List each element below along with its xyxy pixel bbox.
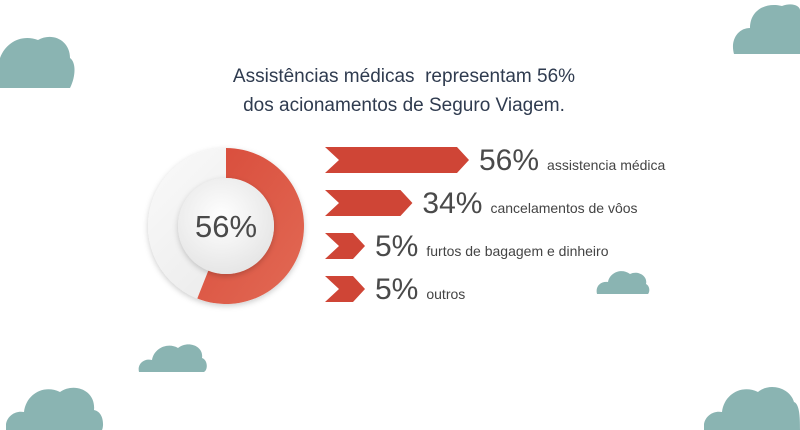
donut-center-disc	[178, 178, 274, 274]
cloud-mid-left	[138, 344, 207, 372]
bar-assistencia-medica	[325, 147, 469, 173]
title-line-1: Assistências médicas representam 56%	[232, 66, 576, 87]
bar-label-cancelamentos-de-voos: 34% cancelamentos de vôos	[422, 187, 637, 220]
cloud-small-right	[596, 271, 650, 294]
donut-value-arc	[197, 148, 304, 304]
cloud-bottom-right	[704, 387, 800, 430]
bar-category-label: assistencia médica	[547, 157, 665, 173]
title-line-2: dos acionamentos de Seguro Viagem.	[243, 95, 565, 116]
bar-furtos-de-bagagem-e-dinheiro	[325, 233, 365, 259]
bar-value-label: 34%	[422, 187, 482, 220]
bar-category-label: outros	[426, 286, 465, 302]
cloud-bottom-left	[6, 387, 103, 430]
bar-value-label: 5%	[375, 230, 418, 263]
donut-center-label: 56%	[195, 209, 257, 244]
cloud-top-right	[732, 4, 800, 54]
donut-chart: 56%	[148, 148, 304, 304]
bar-label-assistencia-medica: 56% assistencia médica	[479, 144, 666, 177]
bar-label-furtos-de-bagagem-e-dinheiro: 5% furtos de bagagem e dinheiro	[375, 230, 609, 263]
bar-value-label: 5%	[375, 273, 418, 306]
bar-category-label: cancelamentos de vôos	[490, 200, 637, 216]
bar-value-label: 56%	[479, 144, 539, 177]
bar-chart: 56% assistencia médica 34% cancelamentos de…	[325, 144, 666, 306]
bar-category-label: furtos de bagagem e dinheiro	[426, 243, 608, 259]
bar-label-outros: 5% outros	[375, 273, 465, 306]
cloud-top-left	[0, 36, 75, 88]
chart-title: Assistências médicas representam 56% dos…	[0, 62, 800, 120]
bar-outros	[325, 276, 365, 302]
bar-cancelamentos-de-voos	[325, 190, 413, 216]
